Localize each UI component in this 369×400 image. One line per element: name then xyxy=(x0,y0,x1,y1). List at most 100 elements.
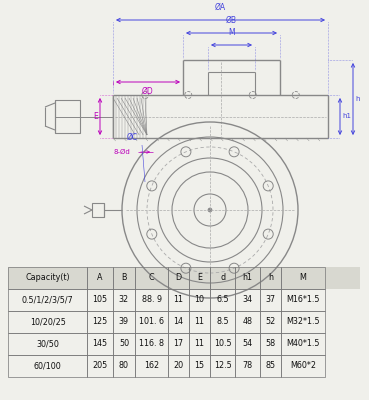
Bar xyxy=(135,333,168,355)
Bar xyxy=(113,333,135,355)
Bar xyxy=(235,289,260,311)
Bar xyxy=(168,355,189,377)
Bar xyxy=(281,289,325,311)
Text: 58: 58 xyxy=(266,340,276,348)
Bar xyxy=(8,355,360,377)
Bar xyxy=(189,267,210,289)
Bar xyxy=(189,311,210,333)
Text: 10: 10 xyxy=(194,296,204,304)
Bar xyxy=(8,267,360,289)
Text: 145: 145 xyxy=(92,340,107,348)
Bar xyxy=(210,289,235,311)
Text: M32*1.5: M32*1.5 xyxy=(286,318,320,326)
Bar xyxy=(260,267,281,289)
Text: 14: 14 xyxy=(173,318,183,326)
Bar xyxy=(113,289,135,311)
Bar xyxy=(8,355,87,377)
Bar xyxy=(135,267,168,289)
Bar xyxy=(168,311,189,333)
Bar xyxy=(235,355,260,377)
Text: 34: 34 xyxy=(243,296,253,304)
Text: M60*2: M60*2 xyxy=(290,362,316,370)
Text: 54: 54 xyxy=(243,340,253,348)
Bar xyxy=(87,333,113,355)
Bar xyxy=(8,311,360,333)
Text: B: B xyxy=(121,274,127,282)
Text: 20: 20 xyxy=(173,362,183,370)
Text: 80: 80 xyxy=(119,362,129,370)
Bar xyxy=(113,355,135,377)
Bar xyxy=(189,333,210,355)
Bar xyxy=(113,311,135,333)
Text: 162: 162 xyxy=(144,362,159,370)
Bar xyxy=(235,267,260,289)
Text: 0.5/1/2/3/5/7: 0.5/1/2/3/5/7 xyxy=(22,296,73,304)
Bar xyxy=(8,289,87,311)
Bar xyxy=(55,100,80,133)
Text: C: C xyxy=(149,274,155,282)
Text: 17: 17 xyxy=(173,340,183,348)
Bar xyxy=(189,355,210,377)
Text: 11: 11 xyxy=(173,296,183,304)
Text: 11: 11 xyxy=(194,318,204,326)
Bar xyxy=(210,355,235,377)
Bar xyxy=(260,333,281,355)
Bar xyxy=(8,311,87,333)
Text: 11: 11 xyxy=(194,340,204,348)
Text: ØB: ØB xyxy=(226,16,237,25)
Text: 8-Ød: 8-Ød xyxy=(113,149,130,155)
Bar xyxy=(92,203,104,217)
Bar xyxy=(260,289,281,311)
Bar xyxy=(8,333,87,355)
Text: ØD: ØD xyxy=(142,87,154,96)
Text: M16*1.5: M16*1.5 xyxy=(286,296,320,304)
Text: Capacity(t): Capacity(t) xyxy=(25,274,70,282)
Bar xyxy=(135,355,168,377)
Text: 32: 32 xyxy=(119,296,129,304)
Text: M: M xyxy=(228,28,235,37)
Bar xyxy=(8,289,360,311)
Text: 10/20/25: 10/20/25 xyxy=(30,318,66,326)
Bar xyxy=(87,289,113,311)
Text: 50: 50 xyxy=(119,340,129,348)
Text: 48: 48 xyxy=(243,318,253,326)
Text: 6.5: 6.5 xyxy=(216,296,229,304)
Bar xyxy=(87,355,113,377)
Bar xyxy=(168,333,189,355)
Bar xyxy=(8,333,360,355)
Text: 8.5: 8.5 xyxy=(216,318,229,326)
Text: 60/100: 60/100 xyxy=(34,362,62,370)
Text: A: A xyxy=(97,274,103,282)
Text: 15: 15 xyxy=(194,362,204,370)
Text: 52: 52 xyxy=(265,318,276,326)
Bar xyxy=(281,333,325,355)
Bar xyxy=(189,289,210,311)
Text: 105: 105 xyxy=(92,296,107,304)
Text: h: h xyxy=(355,96,359,102)
Text: 88. 9: 88. 9 xyxy=(142,296,162,304)
Bar xyxy=(135,289,168,311)
Bar xyxy=(87,311,113,333)
Circle shape xyxy=(208,208,212,212)
Bar xyxy=(210,311,235,333)
Text: h1: h1 xyxy=(243,274,253,282)
Text: D: D xyxy=(175,274,182,282)
Bar xyxy=(135,311,168,333)
Bar xyxy=(235,333,260,355)
Text: M: M xyxy=(300,274,306,282)
Text: 12.5: 12.5 xyxy=(214,362,232,370)
Bar xyxy=(260,355,281,377)
Bar xyxy=(260,311,281,333)
Text: 85: 85 xyxy=(266,362,276,370)
Text: ØA: ØA xyxy=(215,3,226,12)
Bar xyxy=(281,355,325,377)
Text: ØC: ØC xyxy=(127,133,138,142)
Bar xyxy=(168,267,189,289)
Text: E: E xyxy=(93,112,98,121)
Text: 39: 39 xyxy=(119,318,129,326)
Text: h1: h1 xyxy=(342,114,351,120)
Text: 37: 37 xyxy=(266,296,276,304)
Bar xyxy=(87,267,113,289)
Bar xyxy=(235,311,260,333)
Bar xyxy=(281,267,325,289)
